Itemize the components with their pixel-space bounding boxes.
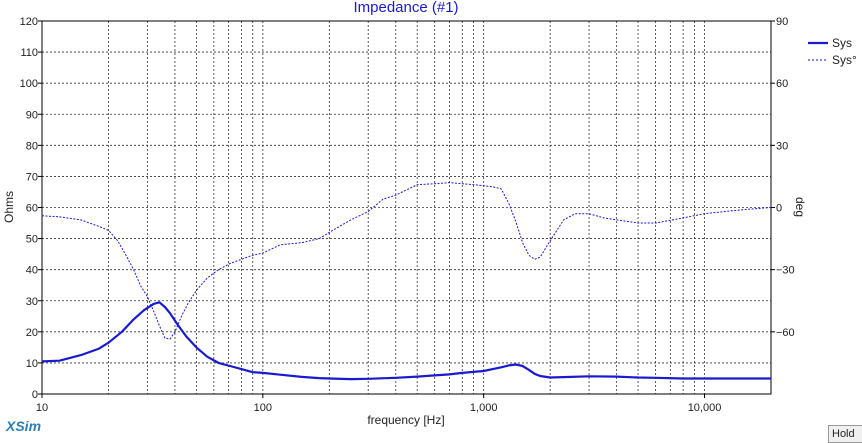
y-tick-label: 30 (26, 296, 38, 308)
series-line-sys-phase (41, 182, 772, 340)
y-tick-label: 40 (26, 265, 38, 277)
y2-tick-label: −30 (776, 265, 795, 277)
y-tick-label: 60 (26, 203, 38, 215)
legend-label-sys-phase: Sys° (832, 53, 857, 67)
y-tick-label: 10 (26, 358, 38, 370)
y2-axis-label: deg (793, 197, 807, 217)
x-tick-label: 10,000 (688, 402, 722, 414)
y-tick-label: 110 (20, 47, 38, 59)
y2-tick-label: 60 (776, 78, 788, 90)
curves (41, 182, 772, 381)
x-axis-label: frequency [Hz] (367, 413, 444, 427)
y-tick-label: 0 (32, 389, 38, 401)
y2-tick-label: 90 (776, 16, 788, 28)
legend-label-sys: Sys (832, 36, 852, 50)
legend: Sys Sys° (808, 36, 857, 67)
y-tick-label: 50 (26, 234, 38, 246)
hold-button[interactable]: Hold (828, 425, 862, 443)
y-tick-label: 20 (26, 327, 38, 339)
y-tick-label: 80 (26, 140, 38, 152)
y-axis-label: Ohms (2, 191, 16, 223)
x-axis-ticks: 10 100 1,000 10,000 (36, 394, 721, 414)
grid (42, 21, 771, 394)
x-tick-label: 1,000 (470, 402, 498, 414)
y2-tick-label: −60 (776, 327, 795, 339)
y2-tick-label: 30 (776, 140, 788, 152)
x-tick-label: 10 (36, 402, 48, 414)
series-line-sys (41, 301, 771, 381)
y-tick-label: 90 (26, 109, 38, 121)
xsim-logo: XSim (6, 418, 42, 434)
y-tick-label: 100 (20, 78, 38, 90)
y-tick-label: 120 (20, 16, 38, 28)
chart-title: Impedance (#1) (353, 0, 458, 16)
y2-tick-label: 0 (776, 203, 782, 215)
y-tick-label: 70 (26, 171, 38, 183)
y-axis-right-ticks: −60 −30 0 30 60 90 (771, 16, 795, 339)
y-axis-left-ticks: 0 10 20 30 40 50 60 70 80 90 100 110 120 (20, 16, 42, 401)
x-tick-label: 100 (254, 402, 272, 414)
